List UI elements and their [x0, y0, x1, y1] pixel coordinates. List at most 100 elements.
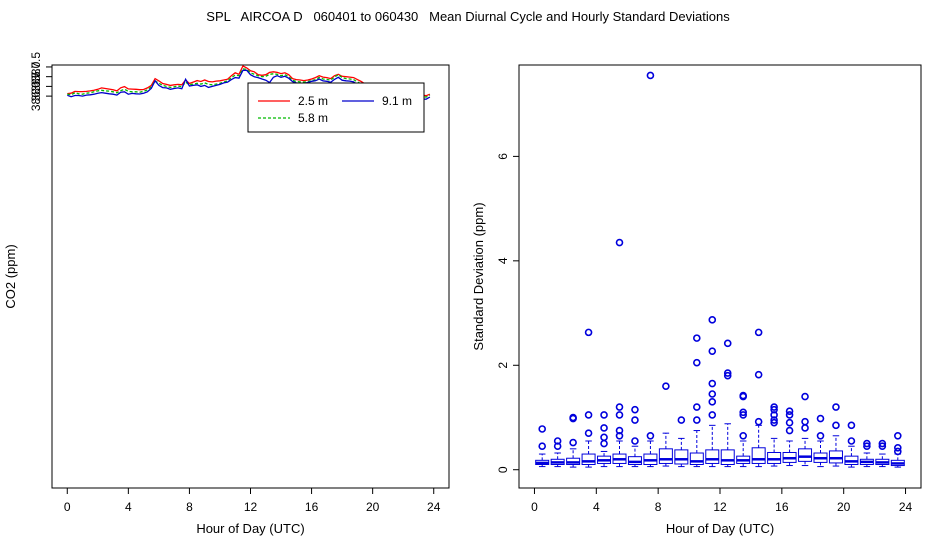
box-outlier	[816, 414, 825, 423]
box-hour	[875, 439, 890, 468]
box-iqr	[705, 449, 720, 464]
right-x-tick-label: 12	[713, 500, 727, 514]
box-iqr	[581, 453, 596, 465]
right-x-tick-label: 24	[899, 500, 913, 514]
box-hour	[643, 71, 658, 468]
box-outlier	[693, 334, 701, 342]
box-outlier	[708, 411, 717, 419]
box-iqr	[674, 449, 689, 465]
left-y-tick-label: 386.0	[29, 81, 43, 111]
box-outlier	[723, 369, 732, 377]
left-y-tick-label: 387.0	[29, 61, 43, 91]
left-x-tick-label: 0	[64, 500, 71, 514]
box-hour	[566, 413, 581, 468]
box-outlier	[770, 418, 778, 427]
box-outlier	[677, 416, 686, 424]
box-outlier	[832, 421, 840, 430]
box-outlier	[631, 437, 639, 445]
box-hour	[597, 411, 612, 468]
box-outlier	[785, 411, 794, 419]
left-x-tick-label: 20	[366, 500, 380, 514]
box-iqr	[767, 451, 782, 464]
right-y-tick-label: 4	[496, 257, 510, 264]
right-y-tick-label: 6	[496, 153, 510, 160]
box-outlier	[708, 379, 717, 388]
box-hour	[751, 328, 766, 468]
box-hour	[689, 334, 704, 468]
box-outlier	[878, 442, 887, 451]
box-iqr	[689, 452, 704, 465]
chart-title: SPL AIRCOA D 060401 to 060430 Mean Diurn…	[206, 9, 730, 24]
box-hour	[813, 414, 828, 468]
box-outlier	[770, 403, 778, 411]
box-outlier	[615, 411, 624, 419]
box-outlier	[631, 405, 639, 414]
right-x-axis-label: Hour of Day (UTC)	[666, 521, 774, 536]
left-y-tick-label: 387.5	[29, 52, 43, 82]
box-outlier	[894, 431, 902, 440]
box-outlier	[785, 418, 794, 427]
box-outlier	[708, 316, 717, 324]
box-outlier	[754, 328, 763, 337]
box-hour	[720, 339, 735, 468]
box-outlier	[693, 403, 701, 411]
box-outlier	[615, 426, 624, 435]
legend: 2.5 m 5.8 m 9.1 m	[247, 82, 425, 133]
box-outlier	[538, 425, 546, 433]
box-hour	[736, 391, 751, 468]
box-iqr	[658, 448, 673, 464]
box-outlier	[538, 442, 546, 451]
left-x-tick-label: 8	[186, 500, 193, 514]
box-outlier	[832, 403, 840, 411]
box-hour	[844, 421, 859, 468]
box-outlier	[723, 371, 732, 380]
left-x-tick-label: 16	[305, 500, 319, 514]
left-x-tick-label: 24	[427, 500, 441, 514]
box-outlier	[863, 442, 871, 451]
box-outlier	[723, 339, 732, 348]
box-outlier	[863, 439, 871, 448]
box-hour	[535, 425, 550, 468]
box-iqr	[627, 456, 642, 465]
box-outlier	[847, 437, 856, 445]
box-outlier	[693, 416, 701, 424]
left-x-tick-label: 12	[244, 500, 258, 514]
box-iqr	[798, 448, 813, 462]
box-outlier	[739, 411, 747, 419]
box-outlier	[600, 424, 608, 432]
box-outlier	[584, 328, 593, 337]
box-hour	[658, 382, 673, 467]
box-hour	[767, 403, 782, 467]
box-outlier	[615, 238, 624, 247]
box-iqr	[828, 450, 843, 464]
box-hour	[627, 405, 642, 468]
box-outlier	[693, 358, 701, 367]
box-outlier	[708, 390, 717, 398]
legend-box	[247, 82, 425, 133]
box-outlier	[646, 431, 655, 440]
box-outlier	[631, 416, 639, 424]
right-y-axis-label: Standard Deviation (ppm)	[471, 202, 486, 350]
box-hour	[705, 316, 720, 468]
box-outlier	[739, 431, 747, 440]
box-outlier	[600, 439, 608, 448]
box-outlier	[770, 405, 778, 414]
box-outlier	[785, 426, 794, 435]
legend-label: 5.8 m	[298, 111, 328, 125]
box-hour	[674, 416, 689, 468]
box-outlier	[754, 370, 763, 379]
right-x-tick-label: 8	[655, 500, 662, 514]
box-hour	[890, 431, 905, 468]
right-x-tick-label: 0	[531, 500, 538, 514]
legend-label: 2.5 m	[298, 94, 328, 108]
box-outlier	[878, 439, 887, 448]
right-x-tick-label: 4	[593, 500, 600, 514]
box-outlier	[584, 429, 593, 437]
right-y-tick-label: 0	[496, 466, 510, 473]
box-outlier	[662, 382, 670, 390]
box-outlier	[708, 398, 717, 406]
box-outlier	[894, 443, 902, 452]
box-outlier	[801, 417, 809, 426]
box-outlier	[754, 417, 763, 426]
